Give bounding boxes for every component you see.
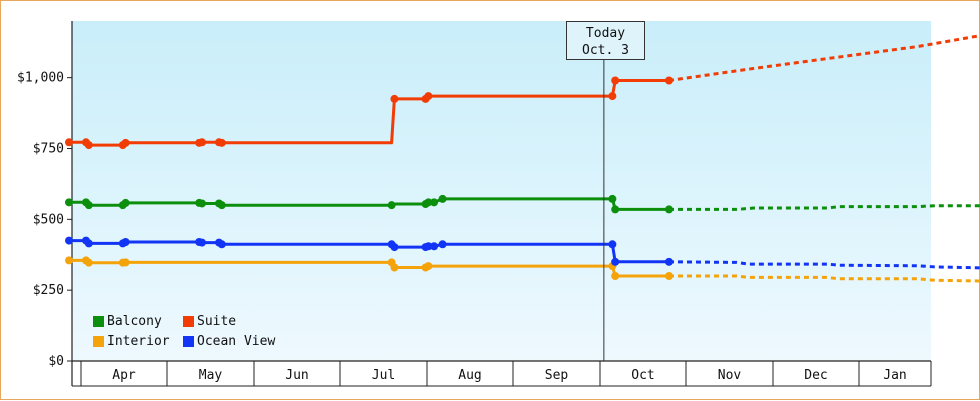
plot-background bbox=[72, 21, 931, 361]
legend: Balcony Suite Interior Ocean View bbox=[93, 312, 293, 350]
x-tick-label-jan: Jan bbox=[883, 368, 906, 383]
data-point-suite bbox=[611, 76, 620, 85]
legend-item-interior: Interior bbox=[93, 332, 183, 350]
data-point-suite bbox=[424, 92, 433, 101]
data-point-balcony bbox=[217, 201, 226, 210]
y-axis: $0 $250 $500 $750 $1,000 bbox=[17, 21, 73, 386]
x-tick-label-may: May bbox=[199, 368, 223, 383]
y-tick-label: $1,000 bbox=[17, 71, 64, 86]
data-point-ocean-view bbox=[217, 240, 226, 249]
legend-swatch-ocean-view bbox=[183, 335, 194, 347]
series-forecast-suite bbox=[668, 34, 980, 82]
legend-label-interior: Interior bbox=[107, 333, 170, 349]
data-point-suite bbox=[198, 138, 207, 147]
data-point-ocean-view bbox=[611, 257, 620, 266]
x-tick-label-apr: Apr bbox=[112, 368, 136, 383]
legend-label-suite: Suite bbox=[197, 313, 237, 329]
data-point-ocean-view bbox=[121, 238, 130, 246]
today-label-line1: Today bbox=[585, 26, 626, 41]
legend-swatch-balcony bbox=[93, 315, 104, 327]
x-tick-label-aug: Aug bbox=[458, 368, 481, 383]
series-line-balcony bbox=[69, 197, 669, 211]
data-point-ocean-view bbox=[608, 240, 617, 249]
series-line-ocean-view bbox=[69, 239, 669, 264]
data-point-suite bbox=[664, 76, 673, 85]
data-point-suite bbox=[65, 138, 73, 147]
data-point-suite bbox=[390, 94, 399, 103]
data-point-ocean-view bbox=[65, 236, 73, 245]
data-point-balcony bbox=[438, 194, 447, 203]
data-point-interior bbox=[65, 256, 73, 265]
data-point-suite bbox=[84, 141, 93, 150]
data-point-ocean-view bbox=[84, 239, 93, 248]
data-point-suite bbox=[608, 92, 617, 101]
data-point-interior bbox=[84, 258, 93, 267]
today-label-line2: Oct. 3 bbox=[582, 43, 629, 58]
data-point-balcony bbox=[430, 198, 439, 207]
series-forecast-balcony bbox=[669, 204, 980, 211]
data-point-interior bbox=[424, 262, 433, 271]
today-label: Today Oct. 3 bbox=[566, 21, 645, 60]
data-point-balcony bbox=[121, 198, 130, 207]
y-tick-label: $0 bbox=[48, 354, 64, 369]
legend-swatch-suite bbox=[183, 315, 194, 327]
data-point-balcony bbox=[611, 205, 620, 214]
data-point-interior bbox=[390, 263, 399, 272]
data-point-balcony bbox=[664, 205, 673, 214]
x-tick-label-jun: Jun bbox=[285, 368, 308, 383]
x-tick-label-nov: Nov bbox=[718, 368, 742, 383]
data-point-balcony bbox=[198, 199, 207, 208]
x-axis: Apr May Jun Jul Aug Sep Oct Nov Dec Jan bbox=[72, 360, 932, 387]
x-tick-label-sep: Sep bbox=[545, 368, 569, 383]
y-tick-label: $750 bbox=[33, 142, 64, 157]
legend-item-suite: Suite bbox=[183, 312, 293, 330]
y-tick-label: $500 bbox=[33, 212, 64, 227]
series-forecast-ocean-view bbox=[668, 260, 980, 270]
data-point-ocean-view bbox=[430, 242, 439, 251]
data-point-interior bbox=[664, 272, 673, 280]
legend-swatch-interior bbox=[93, 335, 104, 347]
x-tick-label-dec: Dec bbox=[804, 368, 827, 383]
data-point-ocean-view bbox=[438, 240, 447, 249]
data-point-balcony bbox=[65, 198, 73, 207]
data-point-interior bbox=[611, 272, 620, 280]
data-point-suite bbox=[121, 138, 130, 147]
data-point-balcony bbox=[387, 201, 396, 210]
series-layer bbox=[65, 34, 980, 283]
x-tick-label-jul: Jul bbox=[372, 368, 395, 383]
data-point-ocean-view bbox=[424, 242, 433, 251]
data-point-interior bbox=[121, 258, 130, 267]
data-point-ocean-view bbox=[390, 243, 399, 252]
data-point-balcony bbox=[608, 194, 617, 203]
data-point-suite bbox=[217, 138, 226, 147]
x-tick-label-oct: Oct bbox=[631, 368, 654, 383]
y-tick-label: $250 bbox=[33, 283, 64, 298]
legend-item-ocean-view: Ocean View bbox=[183, 332, 293, 350]
legend-label-ocean-view: Ocean View bbox=[197, 333, 276, 349]
legend-item-balcony: Balcony bbox=[93, 312, 183, 330]
series-forecast-interior bbox=[669, 274, 980, 283]
legend-label-balcony: Balcony bbox=[107, 313, 162, 329]
data-point-balcony bbox=[84, 201, 93, 210]
data-point-ocean-view bbox=[198, 238, 207, 247]
data-point-ocean-view bbox=[664, 257, 673, 266]
data-point-balcony bbox=[424, 198, 433, 207]
